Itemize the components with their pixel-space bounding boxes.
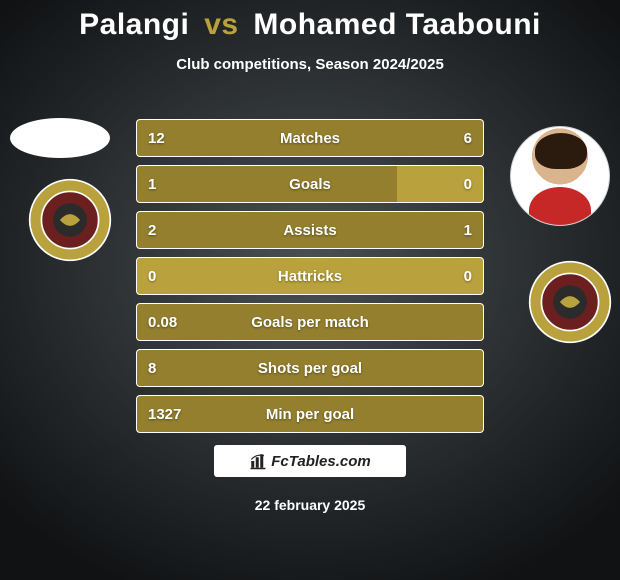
stat-label: Goals per match: [136, 303, 484, 341]
stat-row-assists: 2 Assists 1: [136, 211, 484, 249]
stat-row-matches: 12 Matches 6: [136, 119, 484, 157]
stat-row-min-per-goal: 1327 Min per goal: [136, 395, 484, 433]
fctables-logo-text: FcTables.com: [271, 453, 370, 470]
player2-avatar: [510, 126, 610, 226]
fctables-logo: FcTables.com: [214, 445, 406, 477]
stat-label: Shots per goal: [136, 349, 484, 387]
stat-value-right: 0: [464, 257, 472, 295]
stat-row-goals: 1 Goals 0: [136, 165, 484, 203]
stat-value-right: 6: [464, 119, 472, 157]
date-label: 22 february 2025: [0, 497, 620, 513]
player1-name: Palangi: [79, 8, 189, 41]
player2-name: Mohamed Taabouni: [253, 8, 540, 41]
stat-label: Matches: [136, 119, 484, 157]
subtitle: Club competitions, Season 2024/2025: [0, 56, 620, 73]
stat-row-shots-per-goal: 8 Shots per goal: [136, 349, 484, 387]
stat-value-right: 0: [464, 165, 472, 203]
stat-label: Min per goal: [136, 395, 484, 433]
stat-label: Hattricks: [136, 257, 484, 295]
player1-club-badge: [28, 178, 112, 262]
stat-row-goals-per-match: 0.08 Goals per match: [136, 303, 484, 341]
stat-label: Goals: [136, 165, 484, 203]
comparison-bars: 12 Matches 6 1 Goals 0 2 Assists 1: [136, 119, 484, 441]
page-title: Palangi vs Mohamed Taabouni: [0, 0, 620, 42]
stat-row-hattricks: 0 Hattricks 0: [136, 257, 484, 295]
stat-value-right: 1: [464, 211, 472, 249]
player2-club-badge: [528, 260, 612, 344]
stat-label: Assists: [136, 211, 484, 249]
vs-label: vs: [204, 8, 238, 41]
player1-avatar: [10, 118, 110, 158]
bar-chart-icon: [249, 452, 267, 470]
